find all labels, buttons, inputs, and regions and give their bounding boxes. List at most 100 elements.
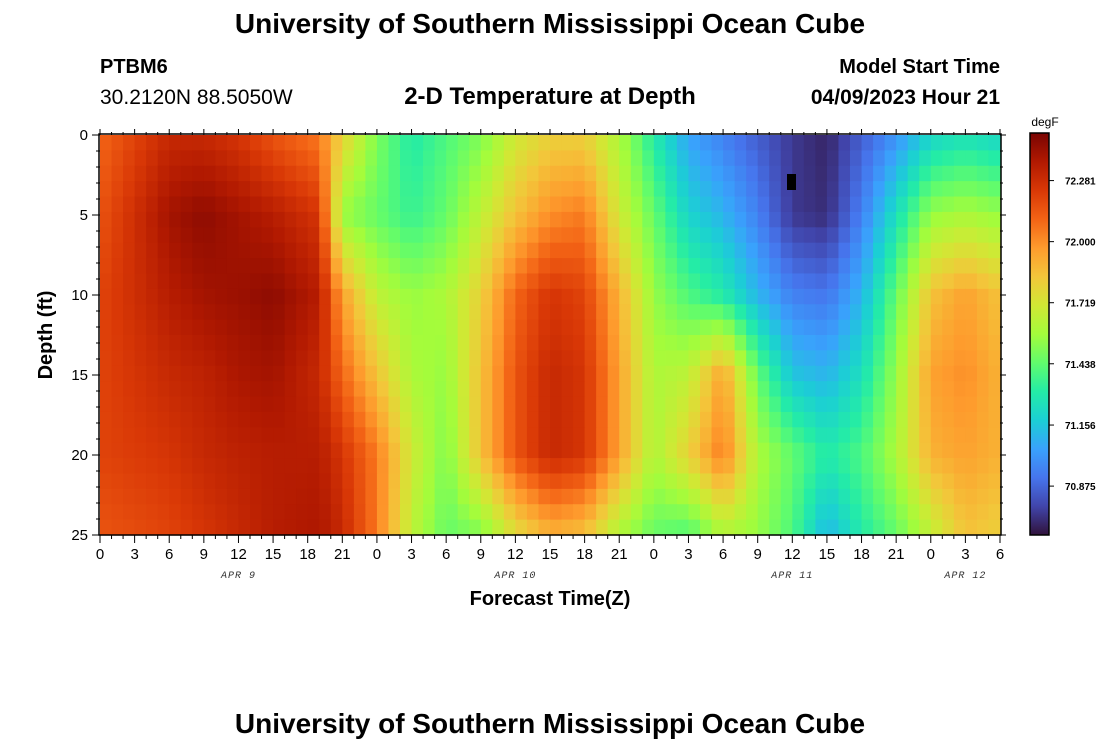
heatmap-cell bbox=[976, 196, 990, 213]
heatmap-cell bbox=[780, 211, 793, 228]
heatmap-cell bbox=[169, 273, 182, 290]
heatmap-cell bbox=[815, 381, 828, 398]
heatmap-cell bbox=[861, 304, 874, 321]
heatmap-cell bbox=[261, 304, 274, 321]
heatmap-cell bbox=[746, 227, 759, 244]
heatmap-cell bbox=[711, 319, 724, 336]
heatmap-cell bbox=[215, 181, 228, 198]
heatmap-cell bbox=[503, 135, 516, 151]
heatmap-cell bbox=[584, 411, 597, 428]
heatmap-cell bbox=[538, 504, 551, 521]
heatmap-cell bbox=[169, 335, 182, 351]
heatmap-cell bbox=[919, 227, 932, 244]
heatmap-cell bbox=[723, 181, 736, 198]
heatmap-cell bbox=[803, 242, 816, 259]
heatmap-cell bbox=[665, 396, 678, 413]
heatmap-cell bbox=[238, 504, 251, 521]
heatmap-cell bbox=[261, 211, 274, 228]
heatmap-cell bbox=[780, 473, 793, 490]
heatmap-cell bbox=[457, 365, 470, 382]
heatmap-cell bbox=[884, 135, 897, 151]
colorbar: degF 72.28172.00071.71971.43871.15670.87… bbox=[1029, 115, 1096, 536]
heatmap-cell bbox=[838, 504, 851, 521]
heatmap-cell bbox=[250, 458, 263, 475]
heatmap-cell bbox=[653, 488, 666, 505]
heatmap-cell bbox=[873, 458, 886, 475]
heatmap-cell bbox=[203, 488, 216, 505]
heatmap-cell bbox=[584, 181, 597, 198]
heatmap-cell bbox=[423, 273, 436, 290]
heatmap-cell bbox=[146, 442, 159, 459]
heatmap-cell bbox=[434, 211, 447, 228]
heatmap-cell bbox=[296, 473, 309, 490]
heatmap-cell bbox=[388, 411, 401, 428]
heatmap-cell bbox=[723, 304, 736, 321]
heatmap-cell bbox=[319, 319, 332, 336]
heatmap-cell bbox=[757, 458, 770, 475]
heatmap-cell bbox=[423, 288, 436, 305]
heatmap-cell bbox=[561, 165, 574, 182]
heatmap-cells bbox=[100, 135, 1001, 536]
colorbar-bar bbox=[1029, 132, 1050, 536]
heatmap-cell bbox=[365, 181, 378, 198]
heatmap-cell bbox=[503, 196, 516, 213]
heatmap-cell bbox=[942, 242, 955, 259]
heatmap-cell bbox=[803, 319, 816, 336]
heatmap-cell bbox=[261, 227, 274, 244]
heatmap-cell bbox=[711, 288, 724, 305]
heatmap-cell bbox=[157, 319, 170, 336]
heatmap-cell bbox=[584, 304, 597, 321]
heatmap-cell bbox=[146, 381, 159, 398]
heatmap-cell bbox=[146, 319, 159, 336]
heatmap-cell bbox=[146, 258, 159, 275]
heatmap-cell bbox=[630, 442, 643, 459]
heatmap-cell bbox=[953, 335, 966, 351]
heatmap-cell bbox=[653, 304, 666, 321]
heatmap-cell bbox=[123, 473, 136, 490]
heatmap-cell bbox=[596, 365, 609, 382]
heatmap-cell bbox=[226, 150, 240, 167]
heatmap-cell bbox=[930, 165, 943, 182]
heatmap-cell bbox=[330, 396, 343, 413]
heatmap-cell bbox=[423, 381, 436, 398]
heatmap-cell bbox=[434, 304, 447, 321]
heatmap-cell bbox=[250, 427, 263, 444]
heatmap-cell bbox=[676, 258, 690, 275]
heatmap-cell bbox=[434, 196, 447, 213]
heatmap-cell bbox=[538, 473, 551, 490]
heatmap-cell bbox=[134, 150, 147, 167]
heatmap-cell bbox=[180, 211, 193, 228]
heatmap-cell bbox=[273, 365, 286, 382]
heatmap-cell bbox=[365, 258, 378, 275]
heatmap-cell bbox=[896, 396, 909, 413]
heatmap-cell bbox=[965, 227, 978, 244]
heatmap-cell bbox=[734, 365, 747, 382]
heatmap-cell bbox=[942, 442, 955, 459]
heatmap-cell bbox=[423, 319, 436, 336]
heatmap-cell bbox=[423, 181, 436, 198]
heatmap-cell bbox=[434, 181, 447, 198]
heatmap-cell bbox=[353, 350, 366, 367]
heatmap-cell bbox=[873, 135, 886, 151]
heatmap-cell bbox=[192, 381, 205, 398]
x-tick-label: 18 bbox=[299, 546, 316, 563]
heatmap-cell bbox=[192, 442, 205, 459]
heatmap-cell bbox=[215, 304, 228, 321]
heatmap-cell bbox=[273, 258, 286, 275]
heatmap-cell bbox=[157, 442, 170, 459]
heatmap-cell bbox=[284, 288, 297, 305]
heatmap-cell bbox=[515, 350, 528, 367]
heatmap-cell bbox=[976, 519, 990, 536]
x-tick-label: 0 bbox=[650, 546, 658, 563]
heatmap-cell bbox=[873, 381, 886, 398]
heatmap-cell bbox=[550, 458, 563, 475]
heatmap-cell bbox=[526, 258, 540, 275]
heatmap-cell bbox=[688, 165, 701, 182]
heatmap-cell bbox=[342, 473, 355, 490]
heatmap-cell bbox=[884, 273, 897, 290]
heatmap-cell bbox=[100, 335, 113, 351]
heatmap-cell bbox=[873, 442, 886, 459]
heatmap-cell bbox=[746, 304, 759, 321]
heatmap-cell bbox=[596, 411, 609, 428]
heatmap-cell bbox=[976, 288, 990, 305]
